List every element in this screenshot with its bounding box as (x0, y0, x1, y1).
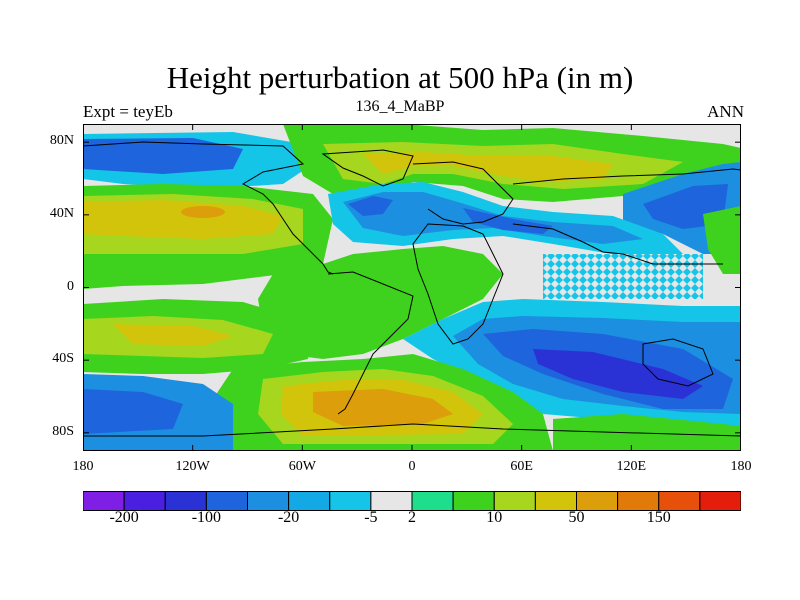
coastline-europe (412, 161, 514, 225)
coastline-south-america (327, 271, 414, 415)
y-tick-label: 40S (52, 351, 74, 367)
colorbar-box (658, 491, 701, 511)
field-south-tropical-high-max (113, 324, 233, 346)
colorbar-box (411, 491, 454, 511)
experiment-label: Expt = teyEb (83, 102, 173, 121)
colorbar-box (617, 491, 660, 511)
x-tick-label: 120W (175, 459, 210, 474)
colorbar-box (83, 491, 125, 511)
field-northeast-highlight (703, 206, 741, 274)
colorbar-box (370, 491, 413, 511)
coastline-north-america (83, 141, 334, 275)
field-east-stipple (543, 254, 703, 299)
colorbar-label: 150 (646, 509, 671, 526)
colorbar-box (493, 491, 536, 511)
x-tick-label: 180 (730, 459, 752, 474)
coastline-africa (412, 223, 504, 345)
season-label: ANN (707, 102, 744, 121)
y-tick-label: 80N (49, 133, 74, 149)
y-tick-label: 80S (52, 423, 74, 439)
coastline-antarctica (83, 423, 741, 437)
field-atlantic-low-core (348, 196, 393, 216)
colorbar-label: 50 (568, 509, 585, 526)
map-title: Height perturbation at 500 hPa (in m) (166, 60, 634, 95)
coastline-australia (642, 338, 714, 387)
field-south-pacific-low-core (83, 389, 183, 434)
colorbar-label: 2 (408, 509, 416, 526)
field-north-subtropic-high-core (83, 200, 283, 239)
colorbar-box (288, 491, 331, 511)
tickmarks (83, 124, 741, 451)
field-north-pacific-low-core (83, 138, 243, 174)
colorbar (83, 491, 741, 511)
x-tick-label: 60W (288, 459, 316, 474)
field-south-high-max (313, 389, 453, 426)
colorbar-box (205, 491, 248, 511)
x-tick-label: 0 (408, 459, 416, 474)
contour-map (83, 124, 741, 451)
colorbar-label: -20 (277, 509, 300, 526)
field-southeast-green (553, 414, 741, 451)
colorbar-box (247, 491, 290, 511)
y-tick-label: 40N (49, 205, 74, 221)
field-north-subtropic-max (181, 206, 225, 218)
colorbar-box (123, 491, 166, 511)
case-label: 136_4_MaBP (355, 98, 445, 115)
colorbar-box (576, 491, 619, 511)
colorbar-box (164, 491, 207, 511)
field-tropical-high (258, 246, 503, 359)
coastline-greenland (321, 149, 414, 187)
colorbar-box (329, 491, 372, 511)
colorbar-box (534, 491, 577, 511)
x-tick-label: 60E (510, 459, 533, 474)
colorbar-label: -5 (364, 509, 378, 526)
field-north-high-core (363, 152, 613, 182)
coastline-eurasia (512, 168, 741, 265)
colorbar-box (699, 491, 741, 511)
colorbar-box (452, 491, 495, 511)
colorbar-label: -200 (109, 509, 139, 526)
y-tick-label: 0 (67, 278, 74, 294)
colorbar-label: 10 (486, 509, 503, 526)
colorbar-label: -100 (191, 509, 222, 526)
x-tick-label: 180 (72, 459, 94, 474)
field-asia-low-core (463, 208, 553, 234)
x-tick-label: 120E (616, 459, 647, 474)
field-south-low-deep (533, 349, 703, 399)
coastlines (83, 141, 741, 437)
